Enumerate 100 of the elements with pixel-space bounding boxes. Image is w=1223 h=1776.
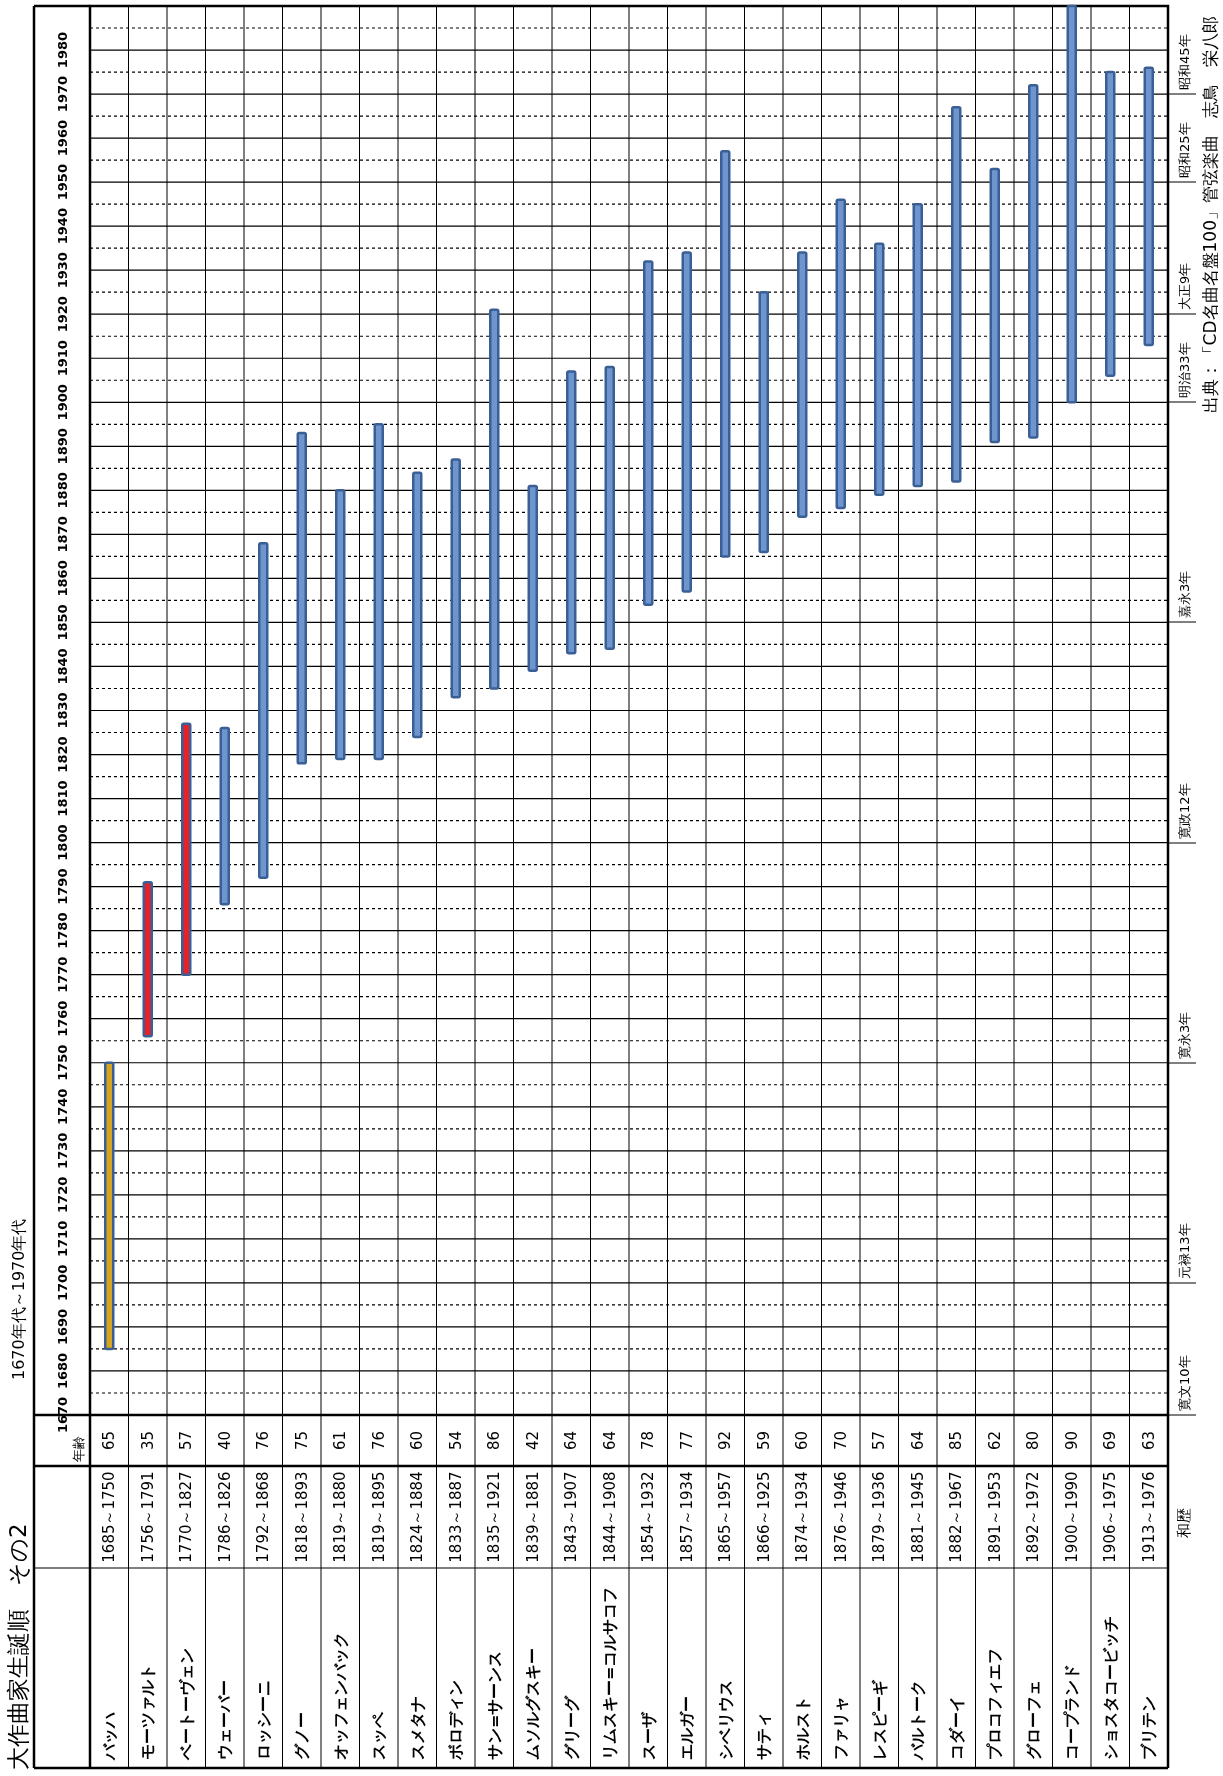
x-tick-label: リムスキー=コルサコフ [600, 1586, 620, 1760]
data-label: 75 [292, 1430, 311, 1451]
bar [1143, 66, 1154, 347]
text: 和歴 [1175, 1508, 1193, 1538]
data-label: 69 [1101, 1430, 1120, 1451]
text: 1786～1826 [215, 1471, 234, 1563]
data-label: 60 [408, 1430, 427, 1451]
y-tick-label: 1680 [54, 1352, 70, 1390]
text: 1833～1887 [446, 1471, 465, 1563]
bar [835, 198, 846, 510]
text: 1819～1895 [369, 1471, 388, 1563]
bar [604, 365, 615, 651]
bar [951, 106, 962, 483]
text: 年齢 [70, 1435, 86, 1462]
data-label: 80 [1024, 1430, 1043, 1451]
y-tick-label: 1820 [54, 736, 70, 773]
text: 1874～1934 [793, 1471, 812, 1563]
bar [142, 880, 153, 1038]
text: 1844～1908 [600, 1471, 619, 1563]
text: 1819～1880 [331, 1471, 350, 1563]
text: 1843～1907 [562, 1471, 581, 1563]
x-tick-label: コープランド [1062, 1664, 1082, 1760]
data-label: 64 [908, 1430, 927, 1451]
bar [912, 202, 923, 488]
text: 1865～1957 [716, 1471, 735, 1563]
y-tick-label: 1740 [54, 1088, 70, 1125]
x-tick-label: コダーイ [946, 1696, 966, 1760]
y-tick-label: 1690 [54, 1308, 70, 1346]
text: 1670年代～1970年代 [8, 1218, 28, 1380]
y-tick-label: 1960 [54, 120, 70, 157]
data-label: 76 [369, 1430, 388, 1451]
data-label: 60 [793, 1430, 812, 1451]
x-tick-label: エルガー [677, 1696, 697, 1760]
y-tick-label: 1840 [54, 648, 70, 685]
x-tick-label: スーザ [638, 1711, 658, 1760]
bar [1066, 4, 1077, 404]
y-tick-label: 1770 [54, 956, 70, 993]
data-label: 64 [600, 1430, 619, 1451]
x-tick-label: ムソルグスキー [523, 1648, 543, 1760]
x-tick-label: ブリテン [1139, 1696, 1159, 1760]
era-note: 寛永3年 [1167, 1011, 1197, 1064]
bar [258, 541, 269, 880]
y-tick-label: 1920 [54, 296, 70, 333]
text: 1854～1932 [639, 1471, 658, 1563]
text: 1891～1953 [985, 1471, 1004, 1563]
data-label: 78 [639, 1430, 658, 1451]
era-note: 大正9年 [1167, 262, 1197, 315]
text: 1913～1976 [1139, 1471, 1158, 1563]
bar [874, 242, 885, 496]
data-label: 63 [1139, 1430, 1158, 1451]
data-label: 57 [870, 1430, 889, 1451]
y-tick-label: 1780 [54, 912, 70, 949]
x-tick-label: サティ [754, 1712, 774, 1760]
data-label: 64 [562, 1430, 581, 1451]
y-tick-label: 1800 [54, 824, 70, 861]
era-note: 嘉永3年 [1167, 570, 1197, 623]
x-tick-label: プロコフィエフ [985, 1648, 1005, 1760]
data-label: 65 [100, 1430, 119, 1451]
bar [181, 722, 192, 976]
x-tick-label: グノー [292, 1712, 312, 1760]
bar [296, 431, 307, 765]
y-tick-label: 1850 [54, 604, 70, 641]
y-tick-label: 1860 [54, 560, 70, 597]
y-tick-label: 1790 [54, 868, 70, 905]
bar [797, 251, 808, 519]
y-tick-label: 1750 [54, 1044, 70, 1081]
source-note: 出典：「CD名曲名盤100」管弦楽曲 志鳥 栄八郎 [1200, 16, 1220, 414]
data-label: 70 [831, 1430, 850, 1451]
text: 1770～1827 [177, 1471, 196, 1563]
era-note: 昭和25年 [1167, 122, 1197, 183]
x-tick-label: ファリャ [831, 1696, 851, 1760]
era-note: 明治33年 [1167, 342, 1197, 403]
x-tick-label: バッハ [99, 1712, 119, 1761]
x-tick-label: グローフェ [1023, 1680, 1043, 1760]
data-label: 77 [677, 1430, 696, 1451]
data-label: 40 [215, 1430, 234, 1451]
x-tick-label: スメタナ [407, 1696, 427, 1760]
bar [104, 1061, 115, 1351]
x-tick-label: シベリウス [715, 1680, 735, 1760]
text: 大作曲家生誕順 その2 [5, 1523, 31, 1770]
bar [1105, 70, 1116, 378]
text: 1882～1967 [947, 1471, 966, 1563]
text: 1824～1884 [408, 1471, 427, 1563]
data-label: 59 [754, 1430, 773, 1451]
text: 1839～1881 [523, 1471, 542, 1563]
y-tick-label: 1940 [54, 208, 70, 245]
text: 1900～1990 [1062, 1471, 1081, 1563]
era-note: 寛政12年 [1167, 783, 1197, 844]
bar [720, 150, 731, 558]
y-tick-label: 1900 [54, 384, 70, 421]
y-tick-label: 1730 [54, 1132, 70, 1169]
text: 1857～1934 [677, 1471, 696, 1563]
text: 1818～1893 [292, 1471, 311, 1563]
bar [989, 167, 1000, 444]
x-tick-label: ホルスト [792, 1696, 812, 1761]
data-label: 92 [716, 1430, 735, 1451]
y-tick-label: 1810 [54, 780, 70, 817]
x-tick-label: オッフェンバック [330, 1632, 350, 1760]
bar [219, 726, 230, 906]
y-tick-label: 1670 [54, 1396, 70, 1434]
